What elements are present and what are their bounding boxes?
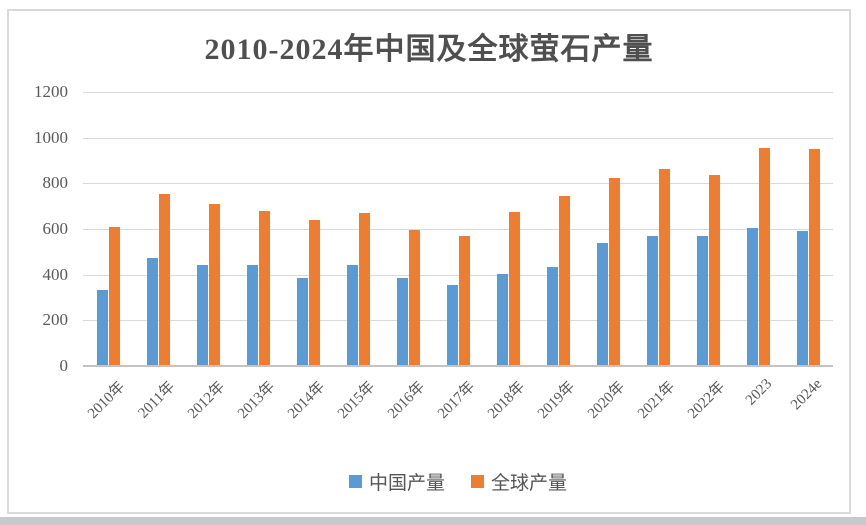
legend-item-global: 全球产量: [471, 468, 567, 495]
legend: 中国产量 全球产量: [83, 468, 833, 495]
bar-global: [258, 211, 270, 365]
bar-global: [108, 227, 120, 365]
legend-label-china: 中国产量: [368, 473, 445, 494]
bar-global: [658, 169, 670, 365]
bottom-strip: [0, 517, 866, 525]
gridline: [83, 183, 833, 184]
bar-china: [146, 258, 158, 365]
bar-china: [696, 236, 708, 365]
y-tick-label: 800: [42, 173, 69, 192]
bar-global: [708, 175, 720, 365]
bar-global: [508, 212, 520, 365]
bar-china: [646, 236, 658, 365]
y-tick-label: 1200: [34, 82, 68, 101]
bar-china: [396, 278, 408, 365]
bar-china: [496, 274, 508, 365]
bar-china: [296, 278, 308, 365]
x-axis: 2010年 2011年 2012年 2013年 2014年 2015年 2016年 2017年…: [83, 370, 833, 450]
chart-title: 2010-2024年中国及全球萤石产量: [204, 33, 654, 66]
y-tick-label: 1000: [34, 128, 68, 147]
bar-global: [458, 236, 470, 365]
bar-china: [246, 265, 258, 365]
bar-global: [608, 178, 620, 365]
x-axis-line: [83, 365, 833, 367]
bar-china: [796, 231, 808, 365]
bar-china: [596, 243, 608, 365]
legend-item-china: 中国产量: [348, 468, 445, 495]
bar-global: [808, 149, 820, 365]
gridline: [83, 138, 833, 139]
gridline: [83, 275, 833, 276]
legend-label-global: 全球产量: [491, 473, 568, 494]
y-tick-label: 0: [59, 356, 69, 375]
gridline: [83, 320, 833, 321]
bar-china: [546, 267, 558, 365]
bar-china: [746, 228, 758, 365]
bar-china: [196, 265, 208, 365]
y-axis: 0 200 400 600 800 1000 1200: [0, 82, 72, 375]
global-series-swatch-icon: [471, 475, 484, 488]
bar-global: [308, 220, 320, 365]
bar-china: [96, 290, 108, 365]
bar-global: [358, 213, 370, 365]
bar-global: [158, 194, 170, 365]
gridline: [83, 229, 833, 230]
bar-global: [558, 196, 570, 365]
bar-china: [446, 285, 458, 365]
y-tick-label: 200: [42, 310, 69, 329]
plot-area: [83, 92, 833, 367]
y-tick-label: 400: [42, 265, 69, 284]
gridline: [83, 92, 833, 93]
bar-global: [208, 204, 220, 365]
bar-china: [346, 265, 358, 365]
china-series-swatch-icon: [348, 475, 362, 488]
bar-global: [408, 230, 420, 365]
bar-global: [758, 148, 770, 365]
y-tick-label: 600: [42, 219, 69, 238]
